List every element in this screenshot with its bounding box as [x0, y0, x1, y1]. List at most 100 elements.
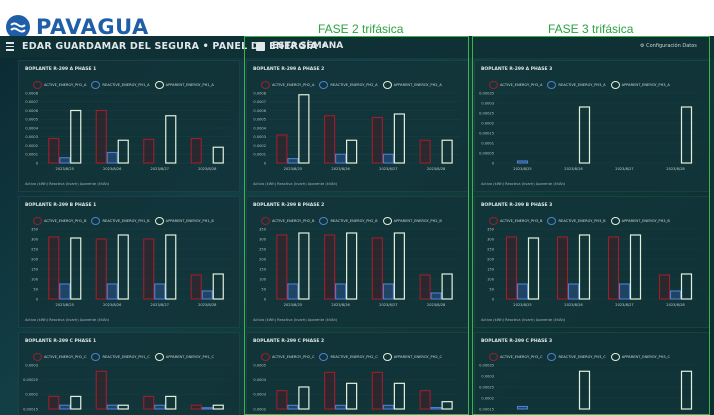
legend-label[interactable]: APPARENT_ENERGY_PH3_A [621, 83, 670, 87]
legend-swatch[interactable] [547, 81, 557, 89]
chart-bar[interactable] [419, 139, 431, 164]
chart-bar[interactable] [441, 273, 453, 300]
chart-bar[interactable] [212, 273, 224, 300]
chart-bar[interactable] [154, 283, 166, 300]
chart-bar[interactable] [607, 236, 620, 300]
chart-bar[interactable] [382, 283, 394, 300]
legend-swatch[interactable] [489, 217, 498, 225]
chart-bar[interactable] [441, 401, 453, 410]
legend-swatch[interactable] [261, 353, 270, 361]
legend-swatch[interactable] [91, 81, 101, 89]
chart-bar[interactable] [190, 137, 202, 164]
chart-bar[interactable] [335, 153, 347, 164]
legend-label[interactable]: ACTIVE_ENERGY_PH2_A [272, 83, 315, 87]
legend-label[interactable]: REACTIVE_ENERGY_PH2_A [330, 83, 378, 87]
chart-bar[interactable] [48, 236, 60, 300]
chart-bar[interactable] [680, 370, 693, 410]
chart-bar[interactable] [201, 407, 213, 410]
chart-bar[interactable] [324, 371, 336, 410]
legend-swatch[interactable] [382, 353, 392, 361]
chart-bar[interactable] [393, 382, 405, 410]
chart-bar[interactable] [680, 106, 693, 164]
chart-bar[interactable] [117, 139, 129, 164]
legend-label[interactable]: REACTIVE_ENERGY_PH1_C [102, 355, 150, 359]
chart-bar[interactable] [393, 113, 405, 164]
legend-label[interactable]: ACTIVE_ENERGY_PH2_B [272, 219, 315, 223]
chart-bar[interactable] [59, 157, 71, 164]
legend-swatch[interactable] [91, 217, 101, 225]
chart-bar[interactable] [287, 404, 299, 410]
chart-bar[interactable] [516, 283, 529, 300]
chart-bar[interactable] [629, 234, 642, 300]
chart-bar[interactable] [669, 290, 682, 300]
chart-bar[interactable] [106, 151, 118, 164]
legend-swatch[interactable] [319, 81, 329, 89]
chart-bar[interactable] [48, 395, 60, 410]
legend-swatch[interactable] [610, 217, 620, 225]
chart-bar[interactable] [371, 371, 383, 410]
chart-bar[interactable] [335, 404, 347, 410]
chart-bar[interactable] [201, 290, 213, 300]
legend-swatch[interactable] [261, 217, 270, 225]
chart-bar[interactable] [371, 237, 383, 300]
chart-bar[interactable] [70, 395, 82, 410]
legend-label[interactable]: APPARENT_ENERGY_PH1_C [165, 355, 214, 359]
chart-bar[interactable] [298, 232, 310, 300]
chart-bar[interactable] [516, 160, 529, 164]
chart-bar[interactable] [70, 109, 82, 164]
chart-bar[interactable] [578, 234, 591, 300]
chart-bar[interactable] [371, 116, 383, 164]
legend-swatch[interactable] [154, 353, 164, 361]
legend-swatch[interactable] [319, 217, 329, 225]
legend-label[interactable]: REACTIVE_ENERGY_PH2_C [330, 355, 378, 359]
legend-label[interactable]: APPARENT_ENERGY_PH2_C [393, 355, 442, 359]
chart-bar[interactable] [393, 232, 405, 300]
legend-label[interactable]: APPARENT_ENERGY_PH2_B [393, 219, 442, 223]
chart-bar[interactable] [212, 404, 224, 410]
legend-label[interactable]: APPARENT_ENERGY_PH1_A [165, 83, 214, 87]
chart-bar[interactable] [143, 238, 155, 300]
legend-swatch[interactable] [261, 81, 270, 89]
chart-bar[interactable] [143, 138, 155, 164]
legend-swatch[interactable] [382, 217, 392, 225]
chart-bar[interactable] [335, 283, 347, 300]
legend-label[interactable]: APPARENT_ENERGY_PH2_A [393, 83, 442, 87]
chart-bar[interactable] [190, 274, 202, 300]
chart-bar[interactable] [165, 234, 177, 300]
legend-swatch[interactable] [547, 217, 557, 225]
chart-bar[interactable] [419, 390, 431, 410]
chart-bar[interactable] [419, 274, 431, 300]
chart-bar[interactable] [165, 115, 177, 164]
chart-bar[interactable] [298, 94, 310, 164]
chart-bar[interactable] [430, 406, 442, 410]
chart-bar[interactable] [346, 382, 358, 410]
chart-bar[interactable] [165, 395, 177, 410]
chart-bar[interactable] [117, 234, 129, 300]
chart-bar[interactable] [567, 283, 580, 300]
chart-bar[interactable] [154, 404, 166, 410]
chart-bar[interactable] [95, 238, 107, 300]
chart-bar[interactable] [287, 283, 299, 300]
chart-bar[interactable] [516, 405, 529, 410]
chart-bar[interactable] [190, 404, 202, 410]
chart-bar[interactable] [276, 234, 288, 300]
chart-bar[interactable] [382, 404, 394, 410]
legend-label[interactable]: APPARENT_ENERGY_PH1_B [165, 219, 214, 223]
chart-bar[interactable] [117, 404, 129, 410]
chart-bar[interactable] [382, 153, 394, 164]
legend-swatch[interactable] [154, 217, 164, 225]
chart-bar[interactable] [324, 234, 336, 300]
legend-swatch[interactable] [33, 81, 42, 89]
legend-swatch[interactable] [319, 353, 329, 361]
chart-bar[interactable] [578, 370, 591, 410]
legend-swatch[interactable] [33, 217, 42, 225]
legend-label[interactable]: REACTIVE_ENERGY_PH2_B [330, 219, 378, 223]
legend-label[interactable]: REACTIVE_ENERGY_PH1_B [102, 219, 150, 223]
chart-bar[interactable] [106, 283, 118, 300]
chart-bar[interactable] [276, 390, 288, 410]
chart-bar[interactable] [143, 395, 155, 410]
chart-bar[interactable] [556, 236, 569, 300]
legend-swatch[interactable] [154, 81, 164, 89]
legend-label[interactable]: ACTIVE_ENERGY_PH1_C [44, 355, 87, 359]
legend-label[interactable]: ACTIVE_ENERGY_PH1_A [44, 83, 87, 87]
